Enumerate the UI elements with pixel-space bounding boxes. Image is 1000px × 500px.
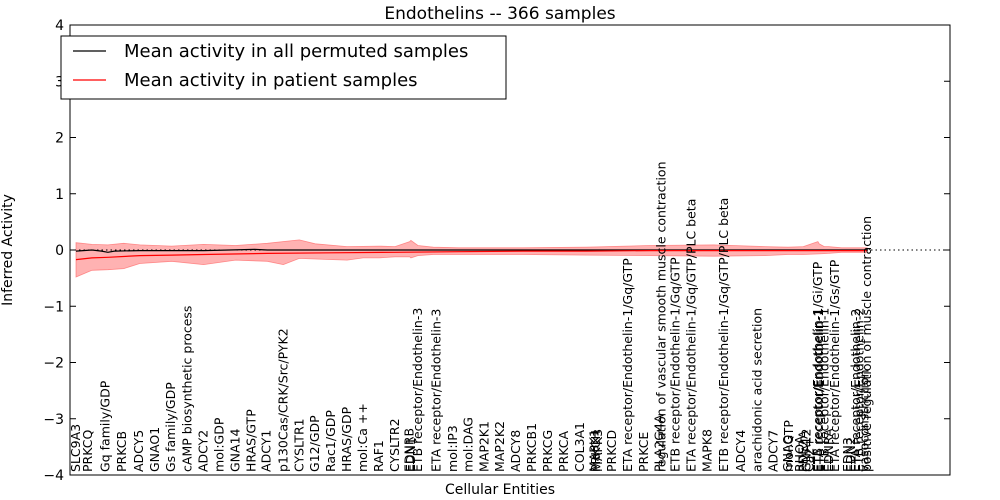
entity-label: CYSLTR2 [387, 418, 402, 472]
entity-label: PRKCQ [80, 430, 95, 472]
entity-label: cAMP biosynthetic process [180, 306, 195, 472]
entity-label: PRKCG [540, 430, 555, 472]
entity-label: Ca2+ [802, 437, 817, 472]
entity-label: HRAS/GDP [339, 406, 354, 472]
y-axis-label: Inferred Activity [0, 194, 16, 306]
entity-label: G12/GDP [307, 415, 322, 472]
entity-label: RHOA [792, 435, 807, 472]
y-tick-label: 1 [55, 187, 64, 203]
entity-label: EDN1 [403, 437, 418, 472]
y-tick-label: −2 [43, 356, 64, 372]
entity-label: mol:DAG [460, 417, 475, 472]
entity-label: GNA14 [228, 428, 243, 472]
entity-label: ETB receptor/Endothelin-1/Gq/GTP/PLC bet… [716, 198, 731, 472]
entity-label: PDE2A [795, 430, 810, 472]
entity-label: ETA receptor/Endothelin-3 [428, 309, 443, 472]
entity-label: mol:GTP [781, 420, 796, 472]
x-axis-label: Cellular Entities [445, 482, 555, 498]
entity-label: PRKCA [556, 430, 571, 471]
entity-label: ETA receptor/Endothelin-1/Gq/GTP/PLC bet… [684, 199, 699, 472]
entity-label: ETA receptor/Endothelin-1 [811, 309, 826, 472]
y-tick-label: −1 [43, 299, 64, 315]
entity-label: ETA receptor/Endothelin-1/Gs/GTP [827, 259, 842, 472]
entity-label: Gq family/GDP [97, 380, 112, 472]
entity-label: MAPK1 [587, 429, 602, 472]
y-axis: 4 3 2 1 0 −1 −2 −3 −4 [43, 18, 950, 484]
legend-label-patient: Mean activity in patient samples [124, 70, 418, 91]
y-tick-label: 0 [55, 243, 64, 259]
entity-label: EDN2 [843, 437, 858, 472]
legend-label-permuted: Mean activity in all permuted samples [124, 41, 468, 62]
y-tick-label: 4 [55, 18, 64, 34]
entity-label: ETB receptor/Endothelin-2 [851, 308, 866, 472]
entity-label: RAF1 [371, 440, 386, 472]
y-tick-label: 3 [55, 74, 64, 90]
entity-label: mol:Ca ++ [355, 403, 370, 472]
entity-label: ADCY2 [196, 430, 211, 472]
entity-label: PRKCH [588, 430, 603, 472]
entity-label: ADCY5 [131, 430, 146, 472]
entity-label: ETA receptor/Endothelin-2 [848, 309, 863, 472]
entity-label: ADCY7 [765, 430, 780, 472]
entity-label: ADCY1 [259, 430, 274, 472]
activity-band [75, 239, 868, 278]
entity-label: ADCY4 [733, 430, 748, 472]
y-tick-label: −4 [43, 468, 64, 484]
entity-label: COL3A1 [572, 422, 587, 472]
entity-label: mol:IP3 [445, 425, 460, 472]
entity-label: PRKCE [636, 432, 651, 472]
entity-label: MAP2K2 [492, 421, 507, 472]
entity-label: GNAQ [780, 435, 795, 472]
entity-label: HRAS/GTP [243, 409, 258, 472]
chart-title: Endothelins -- 366 samples [384, 4, 615, 24]
entity-label: GNAO1 [147, 427, 162, 472]
permuted-mean-line [75, 248, 868, 253]
entity-label: SLC9A3 [68, 424, 83, 472]
entity-label: PRKCB [114, 431, 129, 472]
y-tick-label: 2 [55, 131, 64, 147]
patient-mean-line [75, 250, 868, 261]
entity-label: ADCY8 [508, 430, 523, 472]
entity-label: MAPK8 [700, 429, 715, 472]
y-tick-label: −3 [43, 412, 64, 428]
entity-label: Gs family/GDP [163, 382, 178, 472]
entity-label: ETB receptor/Endothelin-1 [816, 308, 831, 472]
legend: Mean activity in all permuted samples Me… [60, 35, 507, 100]
legend-box [60, 35, 507, 100]
entity-label: MAPK3 [590, 429, 605, 472]
entity-label: PRKCD [604, 430, 619, 472]
entity-label: PRKCB1 [524, 423, 539, 472]
entity-label: regulation of vascular smooth muscle con… [654, 161, 669, 471]
entity-label: PLA2G4A [652, 414, 667, 472]
entity-label: EDNRB [402, 428, 417, 472]
entity-label: positive regulation of muscle contractio… [859, 216, 874, 472]
entity-label: arachidonic acid secretion [749, 308, 764, 472]
entity-label: GNA12 [799, 429, 814, 473]
entity-label: EDNRA [821, 428, 836, 472]
entity-label: MAP2K1 [476, 421, 491, 472]
entity-label: p130Cas/CRK/Src/PYK2 [275, 328, 290, 472]
entity-label: CYSLTR1 [291, 418, 306, 472]
entity-label: ETB receptor/Endothelin-1/Gq/GTP [668, 257, 683, 472]
entity-label: vasoconstriction [857, 369, 872, 472]
entity-label: Rac1/GDP [323, 410, 338, 472]
entity-label: ETB receptor/Endothelin-3 [410, 308, 425, 472]
entity-label: ETA receptor/Endothelin-1/Gq/GTP [620, 258, 635, 472]
entity-label: mol:GDP [212, 417, 227, 472]
entity-label: ETB receptor/Endothelin-1/Gi/GTP [810, 261, 825, 472]
entity-label: EDN3 [840, 437, 855, 472]
